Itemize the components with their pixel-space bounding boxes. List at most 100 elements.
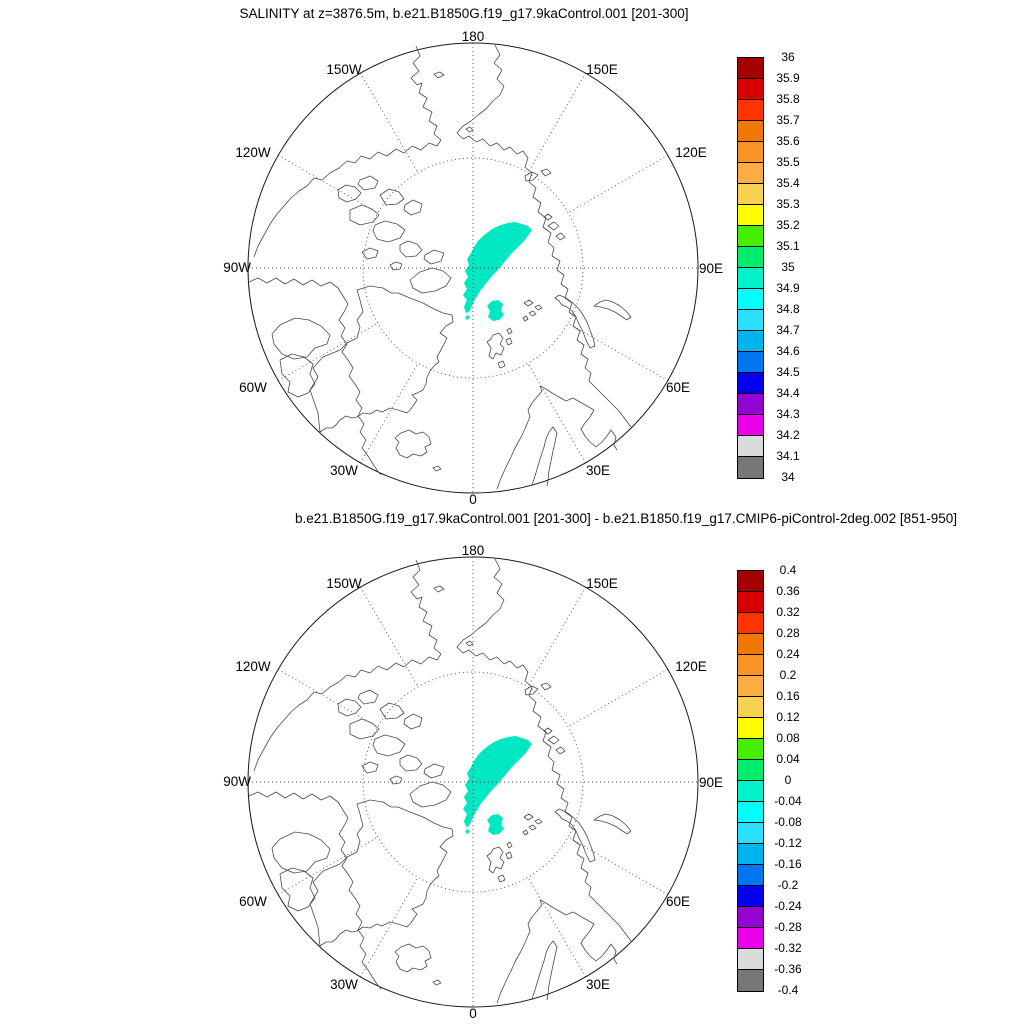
colorbar-tick-label: 34.5 — [776, 365, 800, 379]
colorbar-cell — [738, 58, 763, 79]
colorbar-tick-label: 35.7 — [776, 113, 800, 127]
colorbar-cell — [738, 247, 763, 268]
lon-label-30w: 30W — [330, 463, 358, 478]
coastline-canada-mainland — [248, 277, 382, 476]
colorbar-tick-label: 34.3 — [776, 407, 800, 421]
colorbar-tick-label: 34 — [781, 470, 795, 484]
arctic-map-group: 180 150W 150E 120W 120E 90W 90E 60W 60E … — [223, 30, 723, 507]
colorbar-tick-label: -0.12 — [774, 836, 802, 850]
colorbar-cell — [738, 865, 763, 886]
colorbar-tick-label: -0.04 — [774, 794, 802, 808]
lon-label-30e: 30E — [586, 463, 610, 478]
colorbar-tick-label: -0.2 — [777, 878, 799, 892]
coastline-hudson-bay — [279, 353, 316, 398]
colorbar-tick-label: -0.32 — [774, 941, 802, 955]
coastline-franz-josef-land — [522, 315, 529, 322]
coastline-arctic-island — [403, 199, 423, 216]
coastline-new-siberian-islands — [524, 171, 539, 182]
meridian-60w — [277, 322, 378, 381]
colorbar-tick-label: 35.9 — [776, 71, 800, 85]
colorbar-tick-label: 35.1 — [776, 239, 800, 253]
meridian-120e — [568, 155, 669, 214]
meridian-150w — [360, 72, 419, 173]
colorbar-cell — [738, 79, 763, 100]
colorbar-tick-label: 0.16 — [776, 689, 800, 703]
meridian-120w — [277, 155, 378, 214]
lon-label-0: 0 — [469, 492, 477, 507]
colorbar-tick-label: 34.4 — [776, 386, 800, 400]
data-patch-main — [463, 222, 532, 313]
coastline-island — [465, 126, 474, 133]
colorbar-cell — [738, 457, 763, 478]
coastline-novaya-zemlya-north — [593, 299, 632, 321]
colorbar-tick-label: 34.9 — [776, 281, 800, 295]
coastline-severnaya-zemlya — [555, 232, 566, 241]
panel1-colorbar-labels: 36 35.9 35.8 35.7 35.6 35.5 35.4 35.3 35.2 35.1 35… — [762, 51, 814, 484]
colorbar-tick-label: 35.4 — [776, 176, 800, 190]
colorbar-cell — [738, 415, 763, 436]
colorbar-cell — [738, 655, 763, 676]
colorbar-tick-label: 0.24 — [776, 647, 800, 661]
panel1-colorbar — [737, 57, 764, 479]
colorbar-tick-label: 0.12 — [776, 710, 800, 724]
longitude-labels: 180 150W 150E 120W 120E 90W 90E 60W 60E … — [223, 30, 723, 507]
colorbar-cell — [738, 352, 763, 373]
colorbar-cell — [738, 823, 763, 844]
data-patch-speck — [465, 315, 470, 320]
colorbar-cell — [738, 907, 763, 928]
colorbar-cell — [738, 436, 763, 457]
colorbar-cell — [738, 613, 763, 634]
colorbar-cell — [738, 949, 763, 970]
coastline-novaya-zemlya — [554, 294, 596, 349]
colorbar-cell — [738, 844, 763, 865]
arctic-map-reuse — [222, 544, 724, 1022]
meridian-150e — [527, 72, 586, 173]
colorbar-tick-label: 0.28 — [776, 626, 800, 640]
coastline-arctic-island — [349, 204, 380, 226]
coastline-arctic-island — [379, 188, 405, 206]
coastline-arctic-island — [337, 184, 362, 203]
lon-label-60e: 60E — [666, 380, 690, 395]
coastlines — [248, 44, 632, 490]
coastline-svalbard-island — [497, 360, 506, 369]
colorbar-cell — [738, 718, 763, 739]
latitude-circle — [362, 157, 584, 379]
colorbar-tick-label: 34.1 — [776, 449, 800, 463]
colorbar-cell — [738, 163, 763, 184]
coastline-franz-josef-land — [528, 310, 537, 317]
panel2-polar-map — [222, 544, 724, 1022]
coastline-severnaya-zemlya — [547, 221, 560, 231]
colorbar-tick-label: -0.24 — [774, 899, 802, 913]
coastline-scandinavia-kola — [496, 385, 618, 490]
colorbar-cell — [738, 289, 763, 310]
lon-label-150e: 150E — [586, 62, 618, 77]
salinity-data-patch — [463, 222, 532, 321]
colorbar-cell — [738, 121, 763, 142]
colorbar-tick-label: 0.2 — [779, 668, 797, 682]
colorbar-cell — [738, 802, 763, 823]
colorbar-tick-label: 35.3 — [776, 197, 800, 211]
data-patch-detached — [487, 300, 504, 321]
colorbar-cell — [738, 184, 763, 205]
colorbar-tick-label: 0.32 — [776, 605, 800, 619]
colorbar-cell — [738, 592, 763, 613]
coastline-franz-josef-land — [523, 299, 534, 307]
colorbar-cell — [738, 676, 763, 697]
colorbar-cell — [738, 394, 763, 415]
panel2-colorbar — [737, 570, 764, 992]
colorbar-tick-label: 35.8 — [776, 92, 800, 106]
colorbar-cell — [738, 100, 763, 121]
colorbar-cell — [738, 634, 763, 655]
lon-label-90e: 90E — [699, 261, 723, 276]
colorbar-tick-label: 36 — [781, 50, 795, 64]
colorbar-tick-label: 35 — [781, 260, 795, 274]
coastline-ellesmere-island — [409, 267, 452, 294]
colorbar-cell — [738, 928, 763, 949]
colorbar-tick-label: -0.4 — [777, 983, 799, 997]
colorbar-tick-label: 0.4 — [779, 563, 797, 577]
coastline-arctic-island — [423, 249, 445, 265]
coastline-new-siberian-islands — [540, 168, 552, 177]
colorbar-tick-label: 0.08 — [776, 731, 800, 745]
coastline-arctic-island — [399, 240, 423, 258]
colorbar-cell — [738, 697, 763, 718]
